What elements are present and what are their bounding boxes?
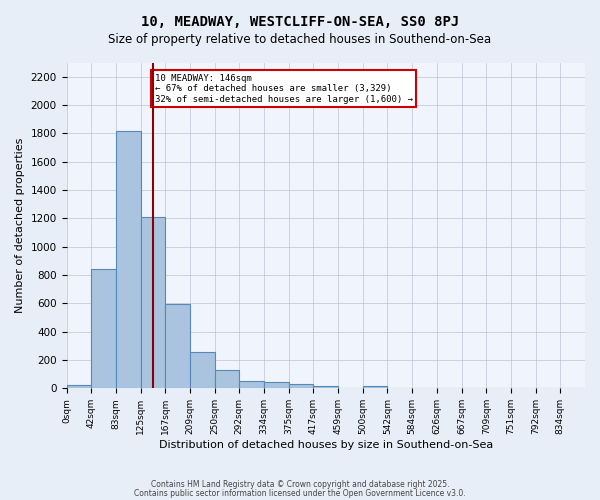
Bar bbox=[264, 382, 289, 388]
Bar bbox=[116, 130, 140, 388]
Bar bbox=[215, 370, 239, 388]
Text: 10, MEADWAY, WESTCLIFF-ON-SEA, SS0 8PJ: 10, MEADWAY, WESTCLIFF-ON-SEA, SS0 8PJ bbox=[141, 15, 459, 29]
Bar bbox=[91, 268, 116, 388]
X-axis label: Distribution of detached houses by size in Southend-on-Sea: Distribution of detached houses by size … bbox=[158, 440, 493, 450]
Bar bbox=[67, 385, 91, 388]
Text: 10 MEADWAY: 146sqm
← 67% of detached houses are smaller (3,329)
32% of semi-deta: 10 MEADWAY: 146sqm ← 67% of detached hou… bbox=[155, 74, 413, 104]
Bar bbox=[239, 381, 264, 388]
Bar bbox=[363, 386, 388, 388]
Text: Contains public sector information licensed under the Open Government Licence v3: Contains public sector information licen… bbox=[134, 488, 466, 498]
Text: Contains HM Land Registry data © Crown copyright and database right 2025.: Contains HM Land Registry data © Crown c… bbox=[151, 480, 449, 489]
Bar bbox=[190, 352, 215, 389]
Text: Size of property relative to detached houses in Southend-on-Sea: Size of property relative to detached ho… bbox=[109, 32, 491, 46]
Y-axis label: Number of detached properties: Number of detached properties bbox=[15, 138, 25, 313]
Bar bbox=[289, 384, 313, 388]
Bar bbox=[165, 304, 190, 388]
Bar bbox=[140, 217, 165, 388]
Bar bbox=[313, 386, 338, 388]
